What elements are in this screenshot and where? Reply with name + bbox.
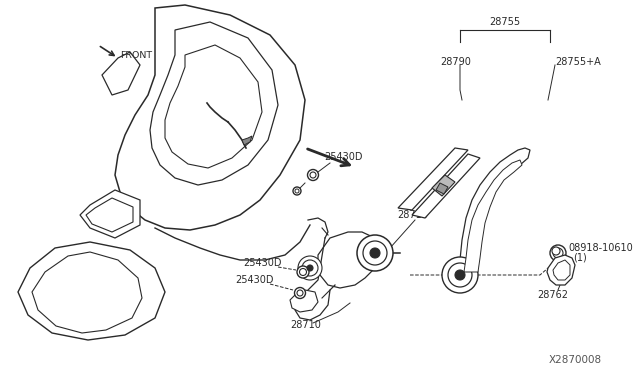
Polygon shape	[102, 52, 140, 95]
Polygon shape	[165, 45, 262, 168]
Text: 28716: 28716	[397, 210, 428, 220]
Text: 28755: 28755	[490, 17, 520, 27]
Circle shape	[550, 245, 566, 261]
Text: 28762: 28762	[538, 290, 568, 300]
Text: 28710: 28710	[290, 320, 321, 330]
Polygon shape	[80, 190, 140, 238]
Text: 25430D: 25430D	[235, 275, 273, 285]
Circle shape	[307, 265, 313, 271]
Circle shape	[297, 290, 303, 296]
Text: 28790: 28790	[440, 57, 471, 67]
Polygon shape	[436, 183, 448, 194]
Polygon shape	[464, 160, 522, 272]
Text: FRONT: FRONT	[120, 51, 152, 60]
Text: X2870008: X2870008	[548, 355, 602, 365]
Circle shape	[302, 260, 318, 276]
Circle shape	[307, 170, 319, 180]
Circle shape	[455, 270, 465, 280]
Polygon shape	[432, 175, 455, 196]
Polygon shape	[318, 232, 382, 288]
Text: 08918-10610: 08918-10610	[568, 243, 633, 253]
Text: N: N	[552, 248, 557, 253]
Circle shape	[552, 247, 560, 255]
Circle shape	[310, 172, 316, 178]
Circle shape	[448, 263, 472, 287]
Circle shape	[553, 248, 563, 258]
Circle shape	[363, 241, 387, 265]
Circle shape	[294, 288, 305, 298]
Text: 25430D: 25430D	[324, 152, 362, 162]
Text: 25430D: 25430D	[243, 258, 282, 268]
Circle shape	[298, 256, 322, 280]
Text: (1): (1)	[573, 252, 587, 262]
Polygon shape	[398, 148, 468, 210]
Polygon shape	[18, 242, 165, 340]
Circle shape	[357, 235, 393, 271]
Polygon shape	[150, 22, 278, 185]
Polygon shape	[547, 255, 575, 285]
Polygon shape	[32, 252, 142, 333]
Polygon shape	[412, 154, 480, 218]
Circle shape	[442, 257, 478, 293]
Polygon shape	[458, 148, 530, 278]
Polygon shape	[86, 198, 133, 232]
Polygon shape	[553, 260, 570, 280]
Circle shape	[300, 269, 307, 276]
Text: 28755+A: 28755+A	[555, 57, 601, 67]
Circle shape	[295, 189, 299, 193]
Circle shape	[370, 248, 380, 258]
Polygon shape	[242, 136, 252, 145]
Circle shape	[297, 266, 309, 278]
Polygon shape	[290, 290, 318, 312]
Circle shape	[293, 187, 301, 195]
Polygon shape	[115, 5, 305, 230]
